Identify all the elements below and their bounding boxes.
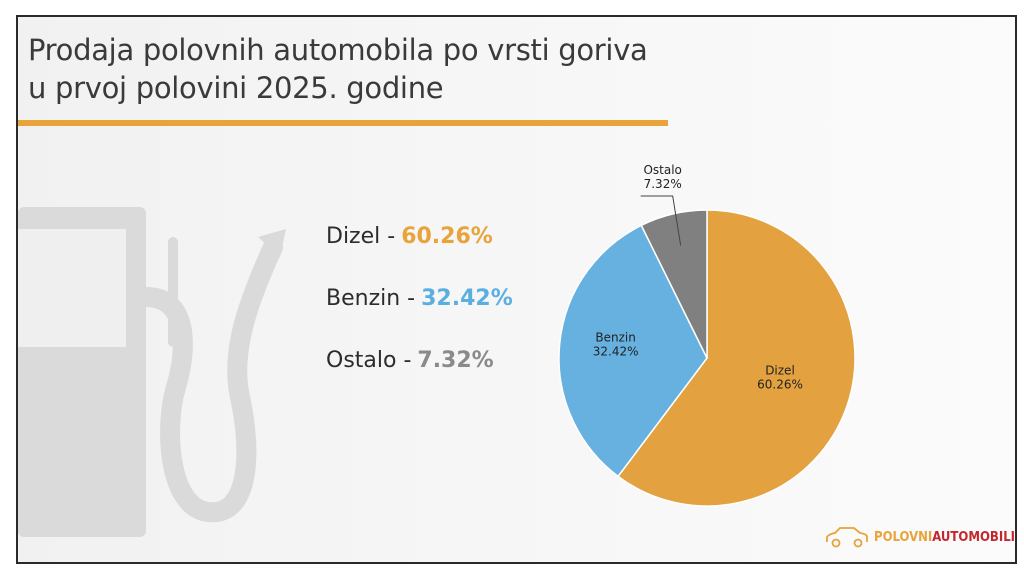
slice-label-name: Dizel (765, 363, 795, 377)
fuel-pump-icon (18, 207, 286, 537)
car-outline-icon (826, 527, 868, 548)
logo-word-polovni: POLOVNI (874, 529, 933, 545)
pie-slice-ostalo (640, 209, 708, 359)
legend-label: Ostalo - (326, 348, 412, 373)
legend-item-benzin: Benzin -32.42% (326, 286, 513, 311)
title-line-2: u prvoj polovini 2025. godine (28, 71, 444, 105)
brand-logo: POLOVNI AUTOMOBILI (824, 526, 1015, 548)
legend-label: Benzin - (326, 286, 416, 311)
slice-label-name: Benzin (595, 331, 635, 345)
pie-slice-benzin (558, 224, 708, 478)
legend-value: 7.32% (417, 348, 494, 373)
slice-label-value: 32.42% (593, 345, 639, 359)
legend-value: 60.26% (401, 224, 493, 249)
legend-item-ostalo: Ostalo -7.32% (326, 348, 494, 373)
pie-slice-dizel (617, 209, 856, 507)
pie-slices (558, 209, 856, 507)
slice-label-value: 60.26% (757, 377, 803, 391)
title-line-1: Prodaja polovnih automobila po vrsti gor… (28, 33, 648, 67)
legend-value: 32.42% (421, 286, 513, 311)
label-leader-line (640, 195, 682, 246)
legend-label: Dizel - (326, 224, 396, 249)
page-title: Prodaja polovnih automobila po vrsti gor… (28, 31, 728, 107)
infographic-frame: Prodaja polovnih automobila po vrsti gor… (16, 15, 1017, 564)
logo-word-automobili: AUTOMOBILI (932, 529, 1015, 545)
legend-item-dizel: Dizel -60.26% (326, 224, 493, 249)
title-underline (18, 120, 668, 126)
slice-label-name: Ostalo (643, 163, 681, 177)
slice-label-value: 7.32% (644, 177, 682, 191)
